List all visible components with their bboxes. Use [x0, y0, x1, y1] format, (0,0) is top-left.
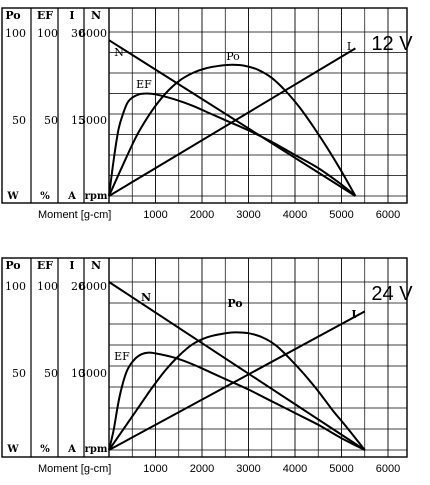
x-tick-label: 5000: [329, 463, 353, 475]
axis-tick-top-n: 6000: [79, 27, 107, 40]
x-tick-label: 2000: [190, 463, 214, 475]
axis-tick-top-po: 100: [5, 27, 26, 40]
axis-header-po: Po: [5, 259, 20, 272]
axis-unit-n: rpm: [85, 444, 108, 455]
axis-header-i: I: [69, 9, 74, 22]
series-label-n: N: [114, 46, 124, 59]
x-tick-label: 4000: [283, 209, 307, 221]
axis-tick-mid-i: 15: [71, 114, 85, 127]
series-label-n: N: [141, 291, 151, 304]
axis-tick-mid-n: 3000: [79, 114, 107, 127]
axis-header-po: Po: [5, 9, 20, 22]
x-tick-label: 2000: [190, 209, 214, 221]
x-tick-label: 1000: [143, 209, 167, 221]
axis-unit-po: W: [6, 444, 19, 455]
axis-tick-top-ef: 100: [37, 280, 58, 293]
x-tick-label: 6000: [376, 209, 400, 221]
chart-2: Po 100 50 W EF 100 50% I 20 10 A N 6000 3000 rpm 1000 20…: [1, 257, 413, 475]
axis-unit-i: A: [67, 444, 76, 455]
axis-tick-mid-ef: 50: [44, 367, 58, 380]
axis-unit-n: rpm: [85, 191, 108, 202]
axis-tick-top-n: 6000: [79, 280, 107, 293]
series-label-po: Po: [226, 50, 240, 63]
series-label-ef: EF: [114, 350, 130, 363]
voltage-label: 12 V: [371, 33, 413, 55]
axis-header-i: I: [69, 259, 74, 272]
chart-frame: [1, 257, 408, 458]
x-axis-title: Moment [g-cm]: [38, 209, 111, 221]
series-line-po: [108, 63, 357, 197]
series-line-ef: [108, 92, 357, 197]
axis-tick-mid-po: 50: [12, 367, 26, 380]
axis-unit-ef: %: [40, 191, 50, 202]
voltage-label: 24 V: [371, 283, 413, 305]
series-label-ef: EF: [136, 78, 152, 91]
axis-header-ef: EF: [37, 9, 53, 22]
axis-tick-top-i: 30: [71, 27, 85, 40]
axis-unit-po: W: [6, 191, 19, 202]
x-tick-label: 3000: [236, 463, 260, 475]
series-label-po: Po: [227, 297, 242, 310]
axis-tick-top-ef: 100: [37, 27, 58, 40]
x-tick-label: 3000: [236, 209, 260, 221]
series-label-i: I: [351, 308, 356, 321]
x-tick-label: 1000: [143, 463, 167, 475]
x-tick-label: 6000: [376, 463, 400, 475]
x-tick-label: 4000: [283, 463, 307, 475]
axis-header-n: N: [91, 259, 101, 272]
axis-tick-mid-po: 50: [12, 114, 26, 127]
series-line-n: [108, 281, 366, 451]
series-line-po: [108, 331, 366, 451]
axis-header-n: N: [91, 9, 101, 22]
axis-header-ef: EF: [37, 259, 53, 272]
series-line-ef: [108, 351, 366, 451]
series-line-i: [108, 310, 366, 451]
axis-unit-ef: %: [40, 444, 50, 455]
axis-unit-i: A: [67, 191, 76, 202]
x-tick-label: 5000: [329, 209, 353, 221]
axis-tick-mid-i: 10: [71, 367, 85, 380]
series-line-n: [108, 39, 356, 197]
axis-tick-top-po: 100: [5, 280, 26, 293]
series-label-i: I: [347, 40, 351, 53]
chart-frame: [1, 7, 408, 204]
chart-1: Po 100 50 W EF 100 50% I 30 15 A N 6000 3000 rpm 1000 20…: [1, 7, 413, 221]
axis-tick-top-i: 20: [71, 280, 85, 293]
x-axis-title: Moment [g-cm]: [38, 463, 111, 475]
axis-tick-mid-n: 3000: [79, 367, 107, 380]
axis-tick-mid-ef: 50: [44, 114, 58, 127]
